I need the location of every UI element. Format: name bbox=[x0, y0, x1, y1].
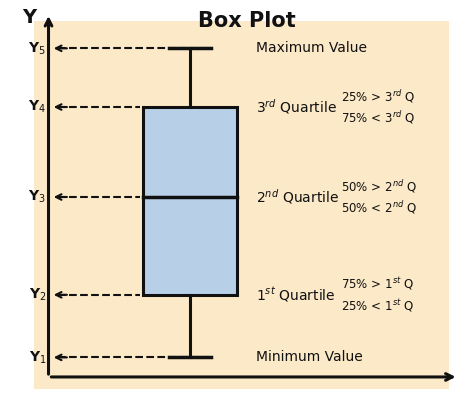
Text: 25% > 3$^{rd}$ Q: 25% > 3$^{rd}$ Q bbox=[341, 88, 415, 105]
Text: Minimum Value: Minimum Value bbox=[256, 350, 363, 364]
Text: 1$^{st}$ Quartile: 1$^{st}$ Quartile bbox=[256, 286, 336, 304]
Bar bbox=[143, 107, 237, 295]
Text: Y$_2$: Y$_2$ bbox=[28, 286, 46, 303]
Text: Y$_4$: Y$_4$ bbox=[28, 99, 46, 115]
Text: Y$_3$: Y$_3$ bbox=[28, 189, 46, 205]
Text: Maximum Value: Maximum Value bbox=[256, 41, 367, 55]
Text: Box Plot: Box Plot bbox=[198, 11, 295, 31]
Text: 2$^{nd}$ Quartile: 2$^{nd}$ Quartile bbox=[256, 188, 339, 206]
Text: 50% < 2$^{nd}$ Q: 50% < 2$^{nd}$ Q bbox=[341, 199, 417, 216]
Text: 25% < 1$^{st}$ Q: 25% < 1$^{st}$ Q bbox=[341, 297, 414, 314]
Text: 3$^{rd}$ Quartile: 3$^{rd}$ Quartile bbox=[256, 98, 337, 117]
Text: 50% > 2$^{nd}$ Q: 50% > 2$^{nd}$ Q bbox=[341, 178, 417, 195]
Bar bbox=[35, 21, 449, 389]
Text: 75% < 3$^{rd}$ Q: 75% < 3$^{rd}$ Q bbox=[341, 109, 415, 126]
Text: Y$_5$: Y$_5$ bbox=[28, 40, 46, 56]
Text: Y$_1$: Y$_1$ bbox=[28, 349, 46, 366]
Text: Y: Y bbox=[23, 7, 36, 26]
Text: 75% > 1$^{st}$ Q: 75% > 1$^{st}$ Q bbox=[341, 276, 414, 292]
